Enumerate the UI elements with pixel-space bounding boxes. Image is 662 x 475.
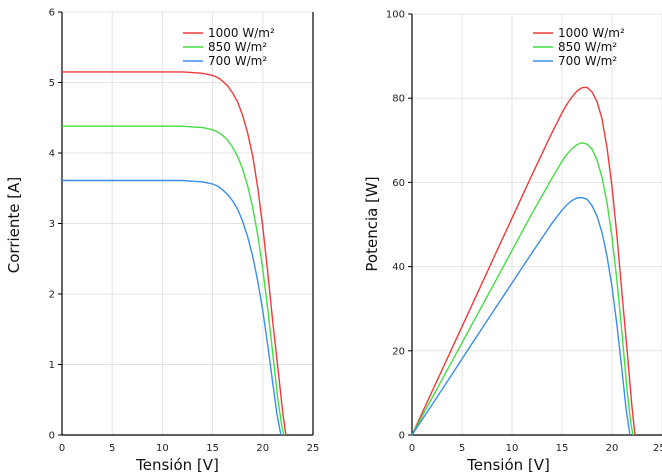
y-tick-label: 80 [392,94,405,105]
y-tick-label: 1 [49,360,55,371]
x-tick-label: 0 [59,443,65,454]
legend-label: 700 W/m² [558,54,617,68]
y-tick-label: 100 [386,10,405,21]
y-axis-label: Corriente [A] [5,177,23,273]
y-tick-label: 6 [49,8,55,19]
x-tick-label: 15 [206,443,219,454]
legend-label: 1000 W/m² [558,26,625,40]
legend-label: 1000 W/m² [208,26,275,40]
y-tick-label: 0 [399,431,405,442]
y-tick-label: 3 [49,219,55,230]
y-tick-label: 0 [49,431,55,442]
series-line-2 [62,179,282,436]
x-tick-label: 5 [109,443,115,454]
y-tick-label: 40 [392,262,405,273]
x-axis-label: Tensión [V] [135,456,219,474]
series-line-1 [411,142,634,436]
y-tick-label: 4 [49,149,55,160]
x-axis-label: Tensión [V] [466,456,550,474]
legend-label: 850 W/m² [558,40,617,54]
x-tick-label: 15 [556,443,569,454]
series-line-1 [62,125,285,436]
y-tick-label: 20 [392,346,405,357]
x-tick-label: 25 [307,443,320,454]
series-line-2 [411,196,631,436]
x-tick-label: 20 [256,443,269,454]
x-tick-label: 0 [409,443,415,454]
y-tick-label: 60 [392,178,405,189]
y-tick-label: 2 [49,290,55,301]
current-voltage-chart: 0 1 2 3 4 5 6 0 5 10 15 20 25 Tensión [V] Corriente [A… [5,8,319,475]
legend-label: 700 W/m² [208,54,267,68]
x-tick-label: 25 [653,443,662,454]
x-tick-label: 20 [606,443,619,454]
power-voltage-chart: 0 20 40 60 80 100 0 5 10 15 20 25 Tensión [V] Potenci… [363,10,662,474]
x-tick-label: 10 [156,443,169,454]
legend-label: 850 W/m² [208,40,267,54]
series-line-0 [411,86,636,436]
x-tick-label: 5 [459,443,465,454]
y-tick-label: 5 [49,78,55,89]
y-axis-label: Potencia [W] [363,176,381,271]
x-tick-label: 10 [506,443,519,454]
series-line-0 [62,71,287,436]
